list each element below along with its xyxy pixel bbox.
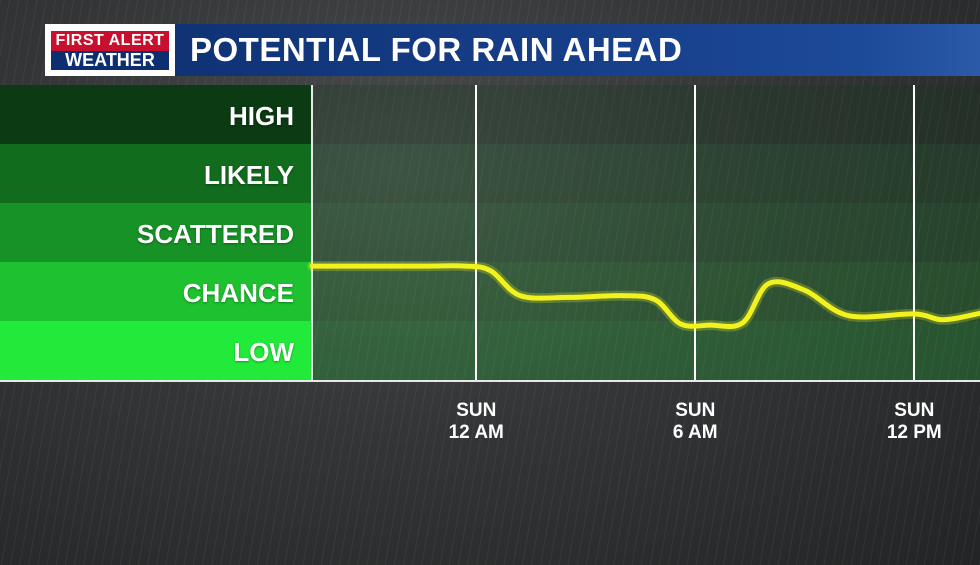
x-tick-time: 12 AM xyxy=(448,422,504,443)
title-banner xyxy=(45,24,980,76)
level-label-scattered: SCATTERED xyxy=(0,203,312,262)
x-tick-day: SUN xyxy=(675,400,716,421)
rain-level-legend: HIGH LIKELY SCATTERED CHANCE LOW xyxy=(0,85,312,381)
chart-title: POTENTIAL FOR RAIN AHEAD xyxy=(190,31,683,68)
x-tick-label-2: SUN 12 PM xyxy=(854,400,974,444)
level-label-low: LOW xyxy=(0,321,312,380)
gridline-0 xyxy=(475,85,478,381)
first-alert-weather-logo: FIRST ALERT WEATHER xyxy=(45,24,175,76)
level-label-chance: CHANCE xyxy=(0,262,312,321)
gridline-2 xyxy=(913,85,916,381)
x-tick-label-0: SUN 12 AM xyxy=(416,400,536,444)
level-label-likely: LIKELY xyxy=(0,144,312,203)
x-tick-day: SUN xyxy=(456,400,497,421)
logo-first-alert-text: FIRST ALERT xyxy=(51,31,169,51)
x-tick-label-1: SUN 6 AM xyxy=(635,400,755,444)
level-band-chance xyxy=(312,262,980,321)
level-band-likely xyxy=(312,144,980,203)
level-label-high: HIGH xyxy=(0,85,312,144)
level-band-low xyxy=(312,321,980,380)
level-band-high xyxy=(312,85,980,144)
logo-weather-text: WEATHER xyxy=(51,51,169,70)
level-band-scattered xyxy=(312,203,980,262)
rain-potential-line xyxy=(309,263,980,330)
x-tick-time: 6 AM xyxy=(672,422,718,443)
x-tick-time: 12 PM xyxy=(886,422,942,443)
x-axis-line xyxy=(0,380,980,382)
y-axis-line xyxy=(311,85,313,381)
gridline-1 xyxy=(694,85,697,381)
x-tick-day: SUN xyxy=(894,400,935,421)
plot-area xyxy=(312,85,980,381)
